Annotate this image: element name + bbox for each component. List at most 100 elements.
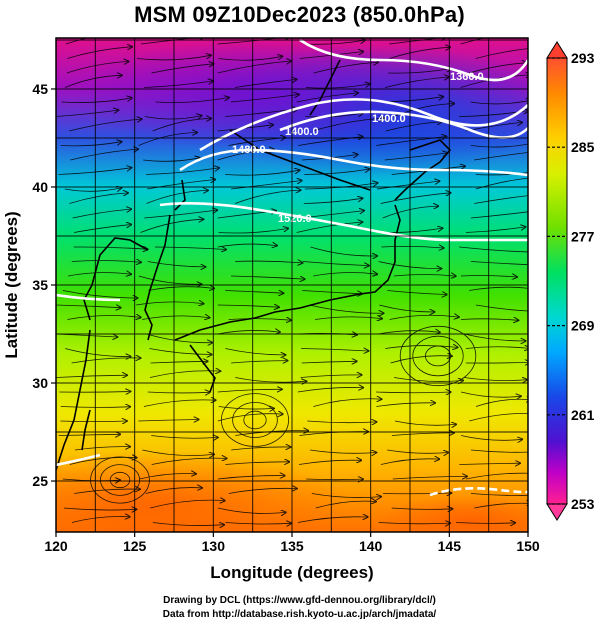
streamline (144, 210, 217, 219)
lat-lon-grid (56, 38, 528, 532)
streamline (460, 38, 486, 45)
streamline (475, 304, 528, 312)
page-title: MSM 09Z10Dec2023 (850.0hPa) (134, 2, 465, 27)
contour-line-1480 (179, 148, 528, 177)
y-tick-label: 35 (32, 277, 48, 293)
x-axis-ticks: 120 125 130 135 140 145 150 (44, 532, 540, 554)
streamline (465, 347, 528, 349)
streamline (149, 348, 211, 355)
contour-line-1400-west (199, 98, 528, 152)
streamline (385, 346, 457, 349)
contour-line-southeast-fragment (429, 487, 528, 497)
x-axis-title: Longitude (degrees) (210, 563, 373, 582)
x-tick-label: 145 (438, 538, 462, 554)
streamline (376, 403, 435, 407)
streamline (64, 188, 122, 191)
streamline (305, 84, 370, 89)
streamline (58, 434, 121, 435)
swirl (90, 456, 150, 504)
streamline (390, 356, 452, 364)
streamline (376, 181, 439, 190)
streamline (225, 291, 283, 294)
streamline (228, 319, 291, 321)
streamline (468, 63, 527, 74)
streamline (310, 450, 376, 453)
colorbar-ticks: 293 285 277 269 261 253 (547, 50, 595, 512)
streamline (301, 349, 368, 352)
streamline (68, 273, 131, 276)
streamline (74, 447, 130, 451)
streamline (470, 261, 528, 266)
streamline (217, 61, 292, 74)
streamline (65, 348, 130, 357)
x-tick-label: 130 (202, 538, 226, 554)
streamline (460, 391, 521, 397)
streamline (380, 193, 451, 204)
y-tick-label: 45 (32, 81, 48, 97)
streamline (456, 523, 515, 524)
coast-china-north (83, 237, 149, 321)
streamline (56, 110, 118, 117)
streamline (314, 317, 382, 320)
streamline (217, 244, 277, 247)
streamline (384, 77, 449, 88)
warm-core-orange-east (380, 495, 528, 532)
streamline (303, 198, 363, 204)
streamline (218, 407, 274, 410)
streamline (379, 304, 434, 312)
streamline (138, 420, 198, 422)
x-tick-label: 125 (123, 538, 147, 554)
streamline (72, 209, 132, 219)
streamline (296, 93, 359, 103)
streamline (151, 64, 214, 74)
contour-line-south-fragment (56, 453, 101, 467)
streamline (149, 500, 225, 509)
streamline (140, 219, 204, 233)
streamline (465, 227, 526, 233)
streamline (383, 493, 451, 494)
streamline (460, 319, 518, 320)
streamline (139, 474, 196, 480)
streamline (312, 118, 385, 132)
streamline (152, 118, 211, 132)
warm-core-orange (56, 450, 350, 532)
streamline (231, 447, 290, 451)
streamline (384, 153, 448, 161)
streamline (389, 38, 446, 45)
streamline (146, 190, 208, 204)
streamline (313, 62, 378, 74)
streamline (388, 69, 451, 74)
coastlines (56, 59, 452, 471)
streamline (309, 304, 383, 313)
streamline (378, 331, 440, 334)
streamline (70, 149, 138, 161)
colorbar-tick-label: 261 (571, 407, 595, 423)
streamline (470, 100, 528, 105)
streamline (56, 305, 121, 308)
streamline (459, 463, 520, 464)
swirl (412, 335, 464, 377)
streamline (470, 449, 528, 453)
streamline (474, 503, 528, 509)
streamline (144, 81, 213, 88)
streamline (147, 261, 206, 267)
swirl (243, 410, 267, 430)
streamline (465, 362, 528, 363)
streamline (311, 493, 381, 498)
contour-line-1520 (159, 202, 528, 242)
streamline (459, 246, 528, 252)
streamline (218, 228, 289, 234)
streamline (69, 193, 128, 204)
streamline (63, 508, 136, 510)
x-tick-label: 140 (359, 538, 383, 554)
streamline (151, 458, 227, 465)
streamline (394, 377, 463, 382)
streamline (56, 375, 127, 377)
streamline (387, 290, 446, 295)
streamline (378, 523, 450, 524)
streamline (64, 75, 122, 88)
streamline (475, 172, 528, 176)
streamline (143, 158, 200, 162)
colorbar-tick-label: 277 (571, 228, 595, 244)
streamline (65, 38, 89, 45)
